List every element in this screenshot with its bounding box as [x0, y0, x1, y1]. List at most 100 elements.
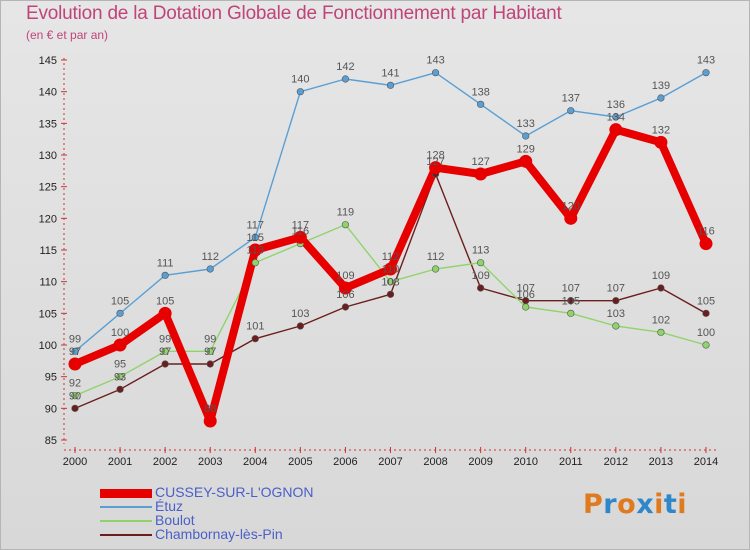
proxiti-logo: Proxiti	[583, 489, 687, 520]
value-label: 115	[247, 232, 265, 244]
data-point	[519, 154, 533, 168]
data-point	[116, 385, 124, 393]
data-point	[522, 132, 530, 140]
value-label: 103	[291, 308, 309, 320]
data-point	[702, 309, 710, 317]
data-point	[203, 414, 217, 428]
legend-label: CUSSEY-SUR-L'OGNON	[155, 484, 314, 500]
value-label: 136	[607, 99, 625, 111]
value-label: 88	[204, 403, 216, 415]
value-label: 112	[201, 251, 219, 263]
y-tick-label: 120	[39, 213, 57, 225]
data-point	[657, 94, 665, 102]
value-label: 119	[337, 207, 355, 219]
x-tick-label: 2014	[694, 456, 718, 468]
data-point	[657, 328, 665, 336]
x-tick-label: 2011	[559, 456, 583, 468]
data-point	[431, 69, 440, 77]
data-point	[386, 81, 395, 89]
data-point	[702, 69, 710, 77]
y-tick-label: 140	[39, 87, 57, 99]
value-label: 106	[336, 289, 354, 301]
data-point	[296, 88, 304, 96]
value-label: 138	[471, 86, 489, 98]
data-point	[161, 271, 169, 279]
data-point	[384, 262, 397, 276]
legend-swatch	[100, 534, 152, 536]
value-label: 113	[247, 245, 265, 257]
value-label: 110	[382, 264, 400, 276]
value-label: 128	[426, 150, 444, 162]
data-point	[113, 338, 127, 352]
value-label: 109	[652, 270, 670, 282]
data-point	[564, 211, 578, 225]
logo-letter: P	[583, 489, 604, 520]
legend-swatch	[100, 489, 152, 498]
x-tick-label: 2013	[649, 456, 673, 468]
data-point	[477, 284, 485, 292]
y-tick-label: 90	[45, 403, 57, 415]
x-tick-label: 2007	[378, 456, 402, 468]
value-label: 116	[697, 226, 715, 238]
data-point	[293, 230, 307, 244]
value-label: 139	[652, 80, 670, 92]
value-label: 99	[69, 333, 81, 345]
x-tick-label: 2001	[108, 456, 132, 468]
x-tick-label: 2003	[198, 456, 222, 468]
y-tick-label: 125	[39, 182, 57, 194]
data-point	[161, 347, 169, 355]
series-lines	[71, 71, 710, 425]
data-point	[341, 303, 350, 311]
value-label: 140	[291, 74, 309, 86]
value-label: 112	[382, 251, 400, 263]
x-tick-label: 2010	[513, 456, 537, 468]
value-label: 111	[157, 257, 174, 269]
value-label: 106	[517, 289, 535, 301]
data-point	[206, 265, 214, 273]
x-tick-label: 2005	[288, 456, 312, 468]
value-label: 92	[69, 378, 81, 390]
value-label: 107	[562, 283, 580, 295]
value-label: 93	[114, 371, 126, 383]
value-label: 117	[292, 219, 310, 231]
data-point	[161, 360, 169, 368]
y-tick-label: 145	[39, 55, 57, 67]
data-point	[68, 357, 82, 371]
data-point	[386, 290, 395, 298]
value-label: 95	[114, 359, 126, 371]
logo-letter: i	[677, 489, 688, 520]
data-point	[612, 297, 620, 305]
data-point	[71, 404, 79, 412]
value-label: 112	[427, 251, 445, 263]
y-tick-label: 95	[45, 372, 57, 384]
value-label: 97	[159, 346, 171, 358]
value-label: 105	[156, 295, 174, 307]
value-label: 101	[246, 321, 264, 333]
data-point	[612, 113, 620, 121]
data-point	[338, 281, 352, 295]
value-label: 141	[381, 67, 399, 79]
data-point	[699, 237, 713, 251]
value-label: 102	[652, 314, 670, 326]
value-label: 127	[471, 156, 489, 168]
data-point	[522, 303, 530, 311]
data-point	[477, 100, 485, 108]
data-point	[657, 284, 665, 292]
legend-label: Boulot	[155, 512, 195, 528]
data-point	[609, 123, 623, 137]
logo-letter: i	[654, 489, 664, 520]
x-tick-label: 2000	[63, 456, 87, 468]
value-label: 108	[381, 276, 399, 288]
data-point	[477, 259, 485, 267]
value-label: 99	[159, 333, 171, 345]
chart-axes: 85 90 95 100 105 110 115 120 125 130 135 140 145 2000…	[39, 55, 719, 468]
value-label: 117	[247, 219, 265, 231]
logo-letter: t	[663, 489, 678, 520]
data-point	[341, 221, 350, 229]
data-point	[71, 347, 79, 355]
y-tick-label: 130	[39, 150, 57, 162]
legend-swatch	[100, 520, 152, 522]
y-tick-label: 85	[45, 435, 57, 447]
value-label: 109	[336, 270, 354, 282]
